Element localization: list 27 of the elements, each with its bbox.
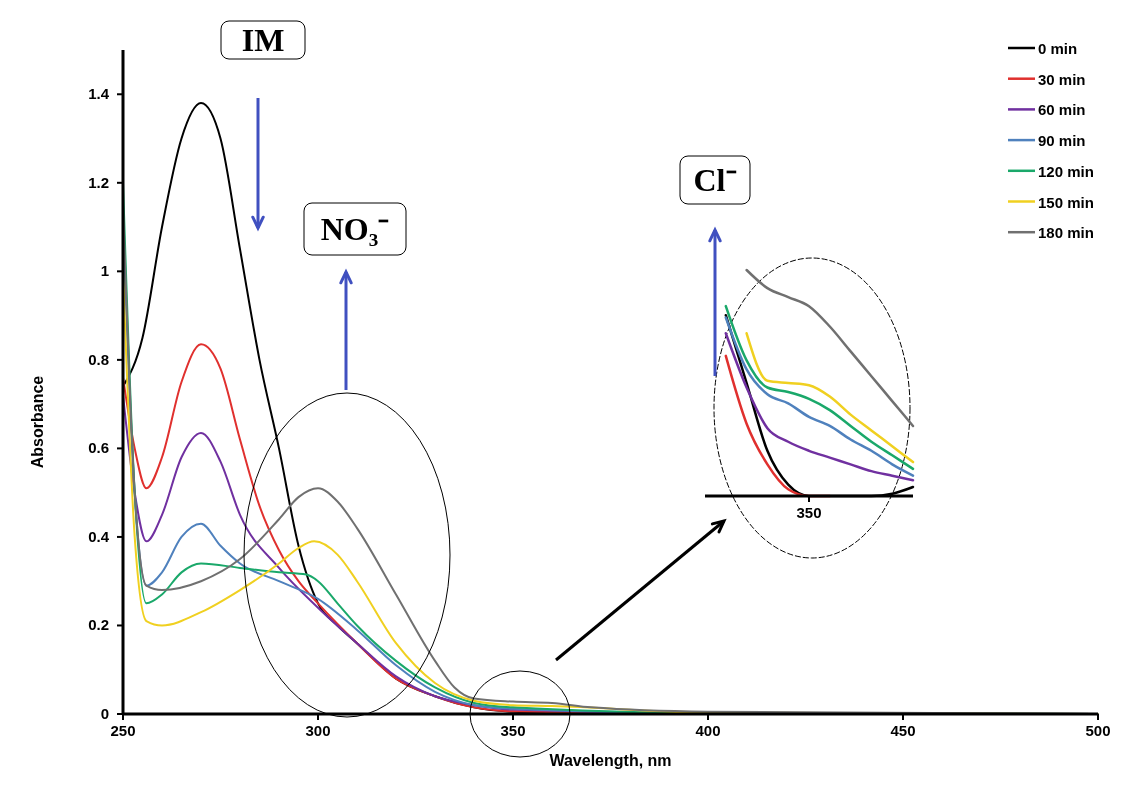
y-tick-label: 0 [100, 705, 109, 722]
y-tick-label: 1.2 [88, 173, 109, 191]
x-tick-label: 350 [500, 722, 526, 739]
x-tick-label: 250 [110, 722, 136, 739]
x-tick-label: 500 [1085, 722, 1111, 739]
y-tick-label: 1.4 [88, 85, 110, 103]
legend-label: 120 min [1038, 162, 1094, 180]
legend-label: 60 min [1038, 101, 1086, 119]
annotation: Cl⁻ [693, 162, 737, 198]
y-tick-label: 0.8 [88, 350, 109, 368]
y-tick-label: 0.6 [88, 439, 109, 457]
x-tick-label: 300 [305, 722, 331, 739]
legend-label: 0 min [1038, 40, 1078, 57]
annotation: IM [241, 22, 285, 58]
legend-label: 30 min [1038, 70, 1086, 88]
legend-label: 150 min [1038, 193, 1094, 211]
x-tick-label: 400 [695, 722, 721, 739]
annotation: 350 [796, 504, 822, 521]
y-tick-label: 0.2 [88, 616, 109, 634]
annotation: NO₃⁻ [320, 211, 390, 247]
x-axis-title: Wavelength, nm [549, 752, 672, 769]
legend-label: 180 min [1038, 224, 1094, 242]
y-axis-title: Absorbance [29, 375, 46, 469]
y-tick-label: 1 [100, 262, 109, 280]
y-tick-label: 0.4 [88, 527, 110, 545]
legend-label: 90 min [1038, 132, 1086, 150]
x-tick-label: 450 [890, 722, 916, 739]
